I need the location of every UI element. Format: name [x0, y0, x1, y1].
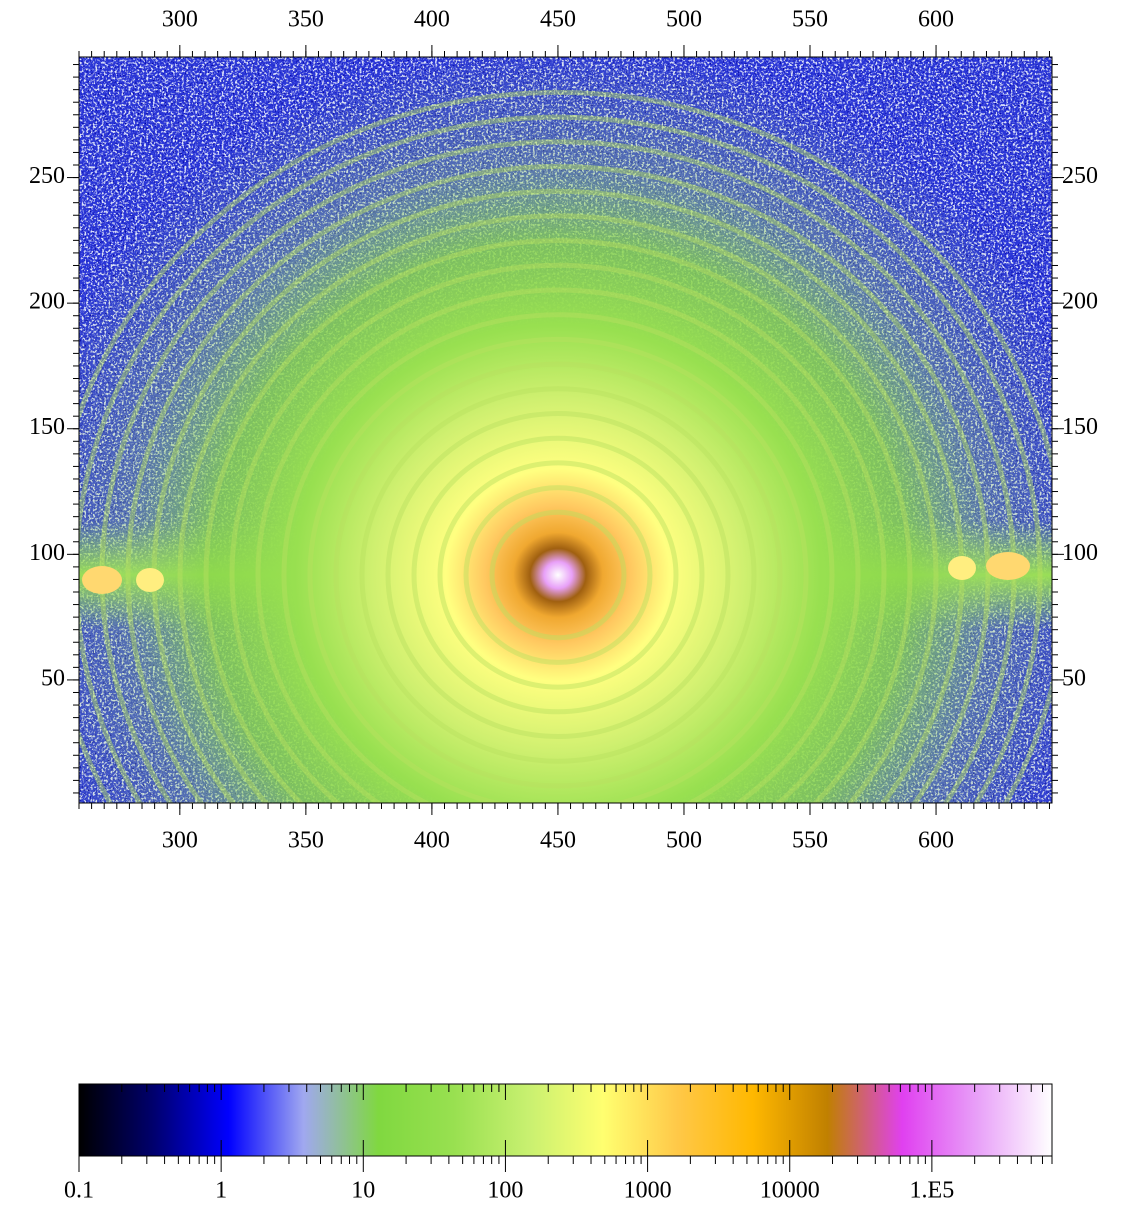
x-tick-label: 450 [540, 828, 576, 854]
y-tick-label-right: 50 [1062, 665, 1086, 691]
ring [385, 411, 731, 739]
x-tick-label-top: 600 [918, 7, 954, 33]
colorbar [78, 1083, 1053, 1157]
y-tick-label-right: 200 [1062, 289, 1098, 315]
colorbar-tick-label: 1000 [624, 1178, 672, 1204]
ring [79, 90, 1052, 803]
colorbar-tick-label: 100 [487, 1178, 523, 1204]
x-tick-label: 600 [918, 828, 954, 854]
x-tick-label-top: 500 [666, 7, 702, 33]
ring [281, 312, 835, 803]
y-tick-label-right: 100 [1062, 540, 1098, 566]
plot-frame [78, 56, 1053, 804]
x-tick-label-top: 300 [162, 7, 198, 33]
colorbar-tick-label: 10000 [760, 1178, 820, 1204]
ring [411, 435, 705, 715]
x-tick-label: 400 [414, 828, 450, 854]
ring [359, 386, 757, 764]
ring [255, 287, 861, 803]
ring [177, 213, 939, 803]
colorbar-tick-label: 0.1 [64, 1178, 94, 1204]
y-tick-label: 200 [29, 289, 65, 315]
x-tick-label-top: 350 [288, 7, 324, 33]
y-tick-label-right: 150 [1062, 414, 1098, 440]
ring [203, 238, 913, 803]
x-tick-label-top: 450 [540, 7, 576, 33]
ring [307, 336, 809, 803]
colorbar-tick-label: 1.E5 [910, 1178, 955, 1204]
colorbar-tick-label: 10 [351, 1178, 375, 1204]
ring [125, 164, 991, 803]
y-tick-label: 150 [29, 414, 65, 440]
y-tick-label: 250 [29, 163, 65, 189]
y-tick-label-right: 250 [1062, 163, 1098, 189]
x-tick-label: 350 [288, 828, 324, 854]
ring [463, 485, 653, 665]
x-tick-label: 300 [162, 828, 198, 854]
ring [229, 262, 887, 803]
ring [489, 509, 627, 641]
x-tick-label-top: 400 [414, 7, 450, 33]
y-tick-label: 50 [41, 665, 65, 691]
ring [333, 361, 783, 789]
y-tick-label: 100 [29, 540, 65, 566]
ring [437, 460, 679, 690]
heatmap-image [79, 57, 1052, 803]
x-tick-label-top: 550 [792, 7, 828, 33]
x-tick-label: 550 [792, 828, 828, 854]
colorbar-tick-label: 1 [215, 1178, 227, 1204]
x-tick-label: 500 [666, 828, 702, 854]
ring [79, 114, 1043, 803]
